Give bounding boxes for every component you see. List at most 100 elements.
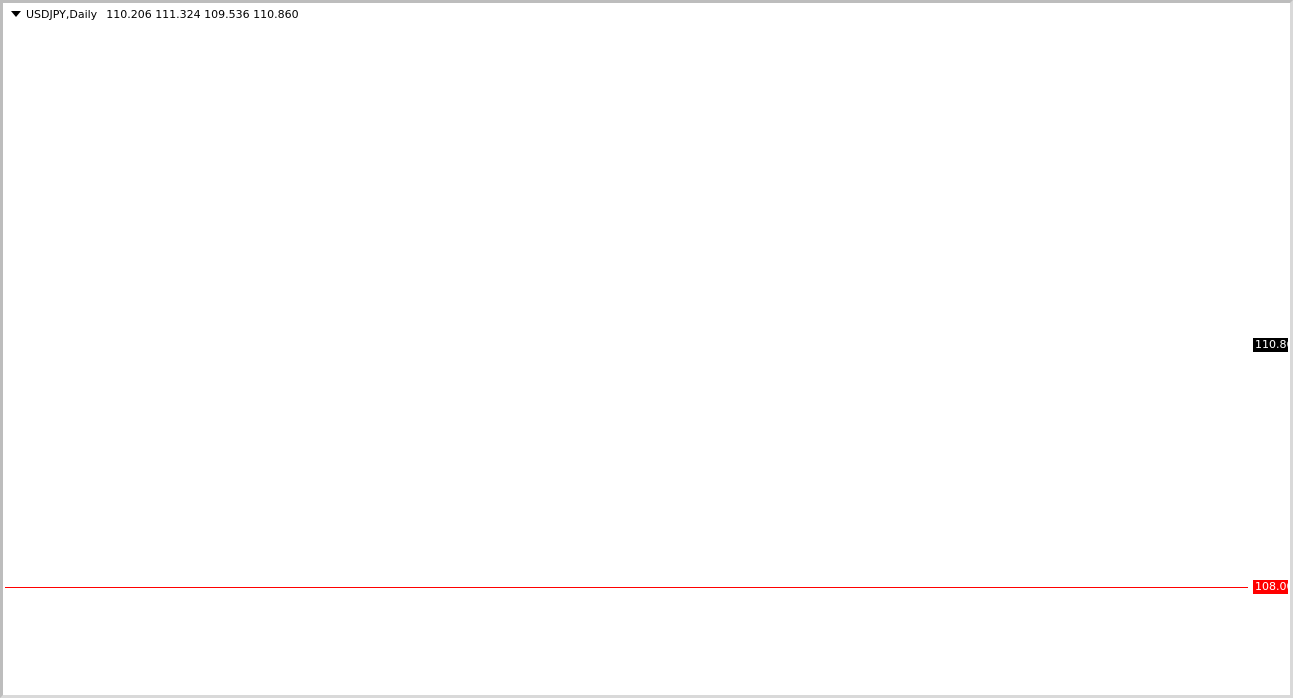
candle-body-bearish: [948, 526, 955, 576]
candle-body-bullish: [38, 256, 45, 343]
chart-canvas[interactable]: USDJPY,Daily 110.206 111.324 109.536 110…: [5, 5, 1288, 693]
candle-body-bullish: [985, 344, 992, 382]
candle-body-bearish: [384, 419, 391, 462]
candle-body-bullish: [15, 237, 22, 360]
candle-body-bullish: [639, 234, 646, 264]
candle-body-bearish: [797, 385, 804, 415]
candle-wick: [168, 302, 169, 359]
price-tick: [1248, 77, 1252, 78]
candle-body-bullish: [113, 517, 120, 544]
candle-body-bearish: [256, 145, 263, 189]
gridline-vertical-6: [1117, 5, 1118, 668]
candle-body-bearish: [361, 381, 368, 427]
candle-body-bearish: [474, 307, 481, 333]
candle-body-bearish: [541, 135, 548, 158]
date-tick-label: 13 Sep 2017: [950, 671, 1020, 684]
price-tick-label: 109.820: [1255, 426, 1288, 440]
candle-body-bullish: [459, 285, 466, 325]
candle-body-bullish: [226, 101, 233, 167]
candle-body-bullish: [414, 310, 421, 377]
date-tick-label: 20 Apr 2017: [138, 671, 207, 684]
price-level-line[interactable]: [5, 587, 1248, 588]
candle-body-bearish: [399, 405, 406, 423]
price-tick: [1248, 174, 1252, 175]
candle-body-bullish: [850, 471, 857, 489]
candle-body-bearish: [564, 161, 571, 189]
candle-body-bearish: [120, 516, 127, 574]
candle-body-bearish: [647, 232, 654, 287]
candle-body-bullish: [744, 375, 751, 399]
date-axis[interactable]: 29 Mar 2017 10 Apr 2017 20 Apr 2017 2 May 2…: [5, 668, 1248, 693]
price-tick: [1248, 627, 1252, 628]
price-tick: [1248, 433, 1252, 434]
price-tick: [1248, 206, 1252, 207]
price-tick: [1248, 563, 1252, 564]
date-tick-label: 24 May 2017: [325, 671, 397, 684]
date-tick-label: 1 Sep 2017: [887, 671, 950, 684]
date-tick-label: 2 May 2017: [201, 671, 266, 684]
date-tick-label: 7 Jul 2017: [575, 671, 631, 684]
price-tick: [1248, 401, 1252, 402]
candle-body-bullish: [790, 387, 797, 420]
candle-body-bearish: [842, 466, 849, 489]
candle-body-bullish: [895, 407, 902, 472]
candle-body-bearish: [308, 302, 315, 340]
candle-body-bearish: [83, 393, 90, 435]
candle-body-bearish: [707, 332, 714, 372]
price-tick-label: 107.530: [1255, 620, 1288, 634]
price-tick-label: 112.870: [1255, 167, 1288, 181]
candle-body-bullish: [158, 336, 165, 511]
candle-body-bullish: [368, 387, 375, 425]
date-tick-label: 29 Mar 2017: [7, 671, 77, 684]
date-tick-label: 31 Jul 2017: [700, 671, 763, 684]
candle-body-bearish: [165, 336, 172, 345]
price-tick-label: 114.010: [1255, 70, 1288, 84]
candle-body-bearish: [556, 142, 563, 163]
candle-body-bearish: [241, 50, 248, 95]
price-tick-label: 107.150: [1255, 653, 1288, 667]
candle-body-bullish: [812, 426, 819, 459]
price-level-tag[interactable]: 108.000: [1253, 580, 1288, 594]
candle-body-bearish: [466, 285, 473, 308]
price-tick-label: 113.250: [1255, 135, 1288, 149]
candle-body-bearish: [587, 67, 594, 89]
candle-body-bearish: [30, 298, 37, 345]
candle-body-bearish: [135, 527, 142, 596]
price-tick: [1248, 238, 1252, 239]
candle-body-bearish: [782, 395, 789, 421]
date-tick-label: 10 Apr 2017: [75, 671, 144, 684]
price-tick-label: 111.720: [1255, 265, 1288, 279]
date-tick-label: 27 Jun 2017: [512, 671, 579, 684]
candle-body-bullish: [504, 213, 511, 262]
candle-body-bearish: [820, 424, 827, 477]
price-tick-label: 113.630: [1255, 102, 1288, 116]
gridline-vertical-2: [379, 5, 380, 668]
date-tick-label: 19 Jul 2017: [637, 671, 700, 684]
candle-body-bullish: [68, 424, 75, 455]
price-tick: [1248, 660, 1252, 661]
triangle-down-icon[interactable]: [11, 11, 21, 17]
price-tick-label: 111.340: [1255, 297, 1288, 311]
candle-body-bearish: [775, 370, 782, 398]
candle-body-bullish: [662, 273, 669, 318]
candle-body-bullish: [970, 356, 977, 459]
candle-body-bearish: [932, 466, 939, 493]
candle-body-bearish: [376, 385, 383, 421]
candle-body-bearish: [669, 271, 676, 299]
price-tick-label: 108.290: [1255, 556, 1288, 570]
candle-body-bearish: [286, 147, 293, 231]
candle-body-bullish: [316, 273, 323, 338]
candle-body-bullish: [594, 71, 601, 87]
candle-body-bullish: [519, 207, 526, 238]
axis-corner: [1248, 668, 1288, 693]
price-plot-area[interactable]: [5, 5, 1248, 668]
price-tick-label: 114.390: [1255, 38, 1288, 52]
candle-body-bearish: [271, 234, 278, 292]
candle-body-bearish: [346, 308, 353, 345]
price-axis[interactable]: 114.770 114.390 114.010 113.630 113.250 112.8…: [1248, 5, 1288, 668]
price-tick: [1248, 368, 1252, 369]
candle-body-bearish: [45, 254, 52, 331]
candle-wick: [755, 349, 756, 393]
candle-body-bullish: [233, 52, 240, 101]
